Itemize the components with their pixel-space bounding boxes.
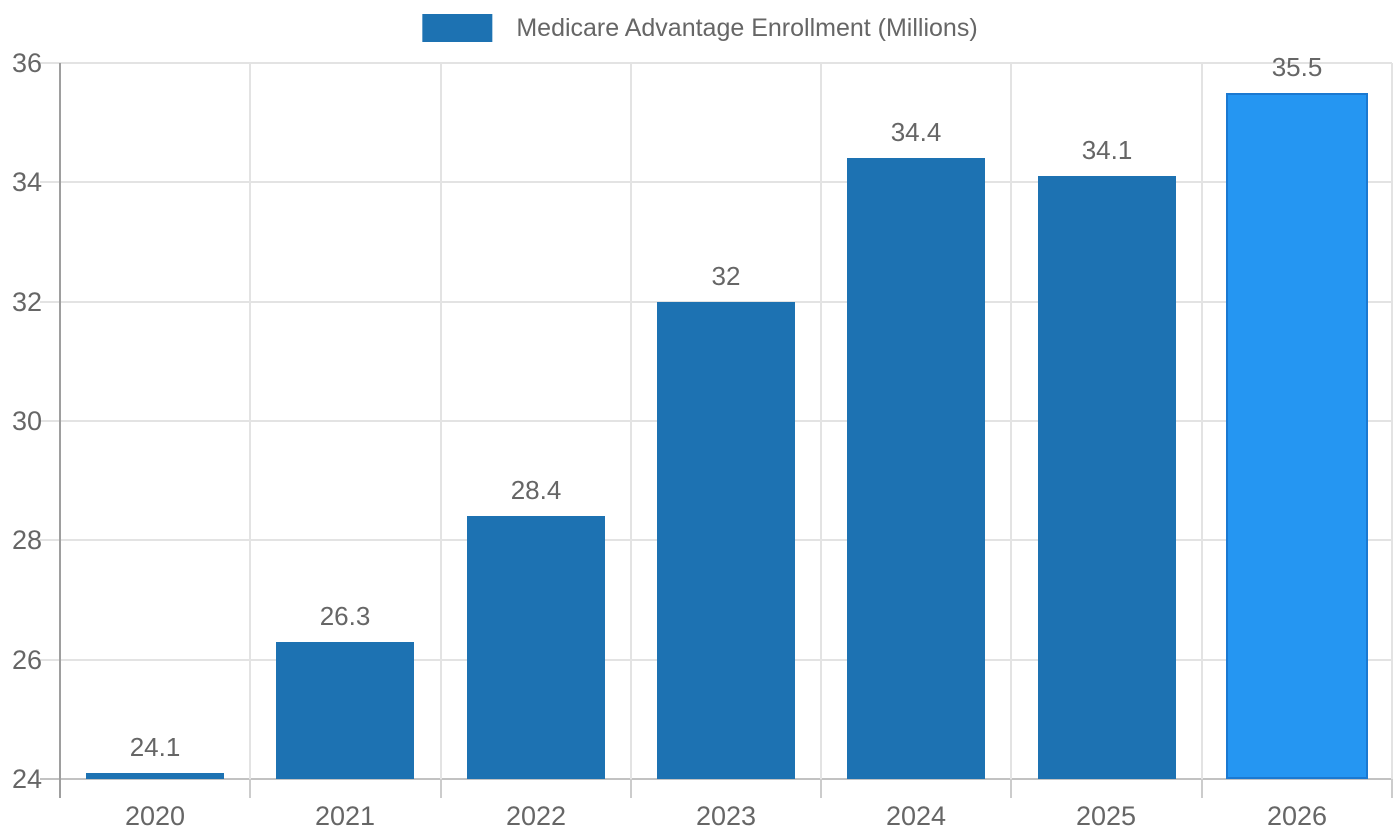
bar-2026[interactable]: [1226, 93, 1368, 779]
y-axis-tick-label: 30: [11, 406, 42, 436]
x-axis-tick: [440, 779, 442, 798]
gridline-vertical: [249, 63, 251, 779]
x-axis-tick-label: 2021: [314, 801, 376, 831]
bar-value-label: 34.1: [1081, 135, 1133, 165]
bar-2025[interactable]: [1038, 176, 1176, 779]
x-axis-baseline: [40, 778, 1392, 780]
x-axis-tick-label: 2020: [124, 801, 186, 831]
x-axis-tick: [249, 779, 251, 798]
bar-value-label: 32: [711, 261, 741, 291]
gridline-horizontal: [40, 181, 1392, 183]
bar-value-label: 26.3: [319, 601, 371, 631]
y-axis-tick-label: 26: [11, 645, 42, 675]
y-axis-tick-label: 28: [11, 525, 42, 555]
legend[interactable]: Medicare Advantage Enrollment (Millions): [422, 14, 978, 42]
legend-label: Medicare Advantage Enrollment (Millions): [516, 14, 978, 42]
gridline-vertical: [630, 63, 632, 779]
legend-swatch: [422, 14, 493, 42]
x-axis-tick-label: 2025: [1075, 801, 1137, 831]
bar-value-label: 35.5: [1271, 52, 1323, 82]
bar-value-label: 24.1: [129, 732, 181, 762]
x-axis-tick: [630, 779, 632, 798]
y-axis-tick-label: 34: [11, 167, 42, 197]
x-axis-tick-label: 2023: [695, 801, 757, 831]
y-axis-tick-label: 32: [11, 287, 42, 317]
gridline-vertical: [440, 63, 442, 779]
x-axis-tick: [1010, 779, 1012, 798]
gridline-horizontal: [40, 62, 1392, 64]
y-axis-line: [59, 63, 61, 798]
x-axis-tick: [1201, 779, 1203, 798]
bar-value-label: 28.4: [510, 475, 562, 505]
y-axis-tick-label: 36: [11, 48, 42, 78]
x-axis-tick-label: 2024: [885, 801, 947, 831]
bar-2022[interactable]: [467, 516, 605, 779]
gridline-vertical: [1391, 63, 1393, 779]
x-axis-tick-label: 2022: [505, 801, 567, 831]
bar-2023[interactable]: [657, 302, 795, 779]
x-axis-tick: [1391, 779, 1393, 798]
x-axis-tick-label: 2026: [1266, 801, 1328, 831]
gridline-vertical: [1010, 63, 1012, 779]
bar-2024[interactable]: [847, 158, 985, 779]
bar-2021[interactable]: [276, 642, 414, 779]
bar-value-label: 34.4: [890, 117, 942, 147]
gridline-vertical: [1201, 63, 1203, 779]
x-axis-tick: [820, 779, 822, 798]
gridline-vertical: [820, 63, 822, 779]
y-axis-tick-label: 24: [11, 764, 42, 794]
bar-2020[interactable]: [86, 773, 224, 779]
